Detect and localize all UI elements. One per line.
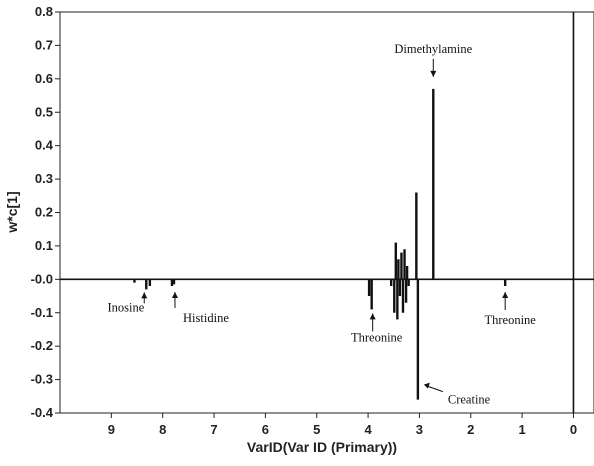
x-axis-title: VarID(Var ID (Primary)) [247,439,397,455]
y-axis-title: w*c[1] [4,191,20,233]
plot-frame [59,11,594,414]
annotation-arrow-head [430,70,437,77]
y-tick-label: 0.8 [35,4,53,19]
annotation-label: Creatine [448,393,491,407]
y-tick-label: 0.5 [35,104,53,119]
annotation-label: Dimethylamine [394,42,472,56]
annotation-arrow-head [502,292,509,299]
x-tick-label: 4 [364,422,372,437]
x-tick-label: 3 [416,422,423,437]
y-tick-label: -0.4 [31,405,54,420]
x-tick-label: 7 [210,422,217,437]
annotation-arrow-head [171,292,178,299]
y-tick-label: -0.2 [31,338,53,353]
y-tick-label: 0.1 [35,238,53,253]
annotation-label: Threonine [484,313,536,327]
y-tick-label: -0.3 [31,372,53,387]
x-tick-label: 2 [467,422,474,437]
annotation-arrow-line [425,385,444,393]
tick-layer: 0.8 0.7 0.6 0.5 0.4 0.3 0.2 0.1 -0.0 -0.1 -0.2 -0.3… [31,4,577,437]
x-tick-label: 5 [313,422,320,437]
x-tick-label: 6 [262,422,269,437]
y-tick-label: -0.1 [31,305,53,320]
annotation-arrow-head [141,292,148,299]
y-tick-label: 0.3 [35,171,53,186]
annotation-label: Threonine [351,330,403,344]
x-tick-label: 9 [108,422,115,437]
y-tick-label: 0.7 [35,37,53,52]
y-tick-label: 0.6 [35,71,53,86]
annotation-arrow-head [369,313,376,320]
x-tick-label: 8 [159,422,166,437]
annotation-label: Histidine [183,311,229,325]
x-tick-label: 1 [518,422,525,437]
annotation-arrow-head [423,382,430,389]
annotation-layer: Dimethylamine Inosine Histidine Threonine Cr… [107,42,536,407]
annotation-label: Inosine [107,300,144,314]
y-tick-label: -0.0 [31,271,53,286]
bar-layer [60,12,594,413]
x-tick-label: 0 [570,422,577,437]
y-tick-label: 0.4 [35,138,54,153]
y-tick-label: 0.2 [35,205,53,220]
